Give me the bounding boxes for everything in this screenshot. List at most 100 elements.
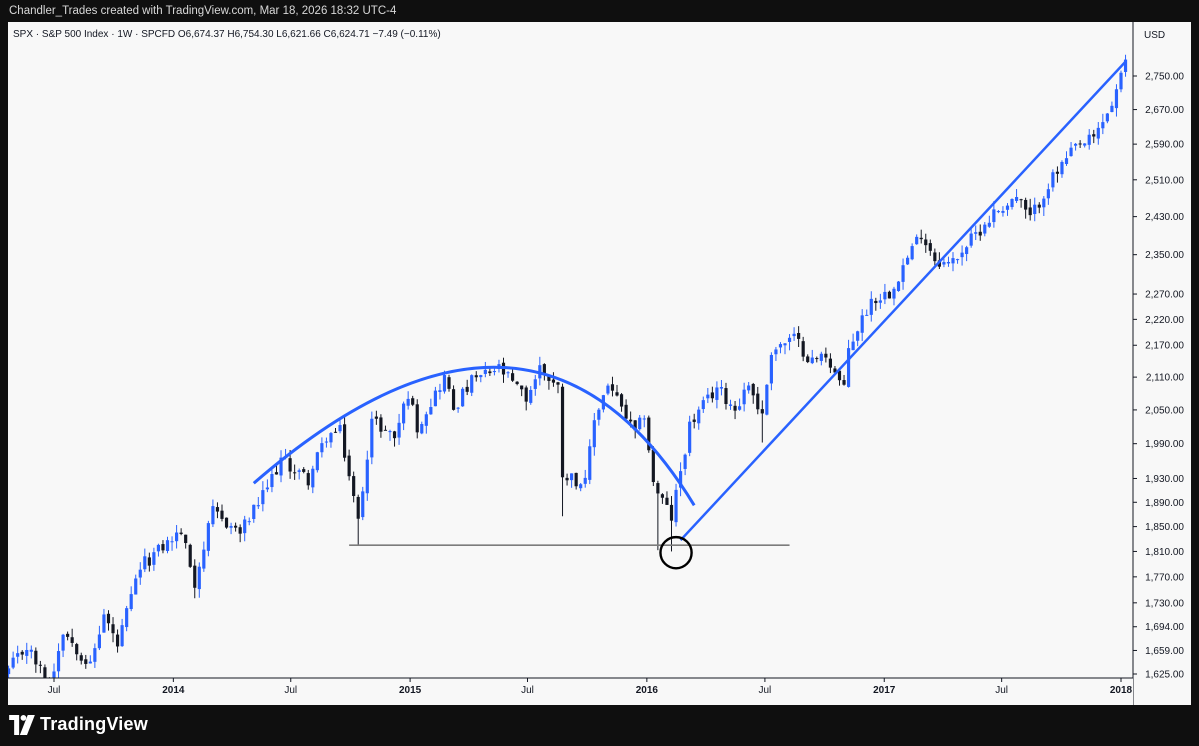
candle-body xyxy=(388,431,392,433)
candlestick-chart[interactable]: 1,625.00 1,659.00 1,694.00 1,730.00 1,770.00… xyxy=(8,22,1191,705)
symbol-info: SPX · S&P 500 Index · 1W · SPCFD O6,674.… xyxy=(13,29,441,40)
candle xyxy=(97,625,101,651)
x-tick-label: 2015 xyxy=(399,685,422,696)
candle xyxy=(983,222,987,237)
candle xyxy=(565,473,569,486)
candle-body xyxy=(869,298,873,315)
candle-body xyxy=(742,389,746,405)
candle-body xyxy=(379,417,383,432)
candle-body xyxy=(633,420,637,431)
candle xyxy=(38,660,42,674)
candle-body xyxy=(547,375,551,381)
candle-body xyxy=(769,354,773,384)
candle-body xyxy=(928,243,932,251)
x-tick-label: 2014 xyxy=(162,685,185,696)
candle-body xyxy=(747,385,751,391)
candle xyxy=(688,415,692,457)
candle xyxy=(669,496,674,552)
candle-body xyxy=(692,419,696,422)
candle xyxy=(1105,113,1109,124)
candle xyxy=(147,552,151,572)
candle xyxy=(819,351,823,366)
candle xyxy=(878,293,882,309)
candle xyxy=(261,481,265,512)
candle-body xyxy=(915,236,919,245)
candle xyxy=(415,399,419,439)
candle-body xyxy=(156,544,161,552)
candle-body xyxy=(488,371,492,374)
candle xyxy=(769,352,773,391)
candle-body xyxy=(887,291,892,299)
candle-body xyxy=(1014,197,1019,201)
candle-body xyxy=(874,300,878,304)
candle xyxy=(697,406,701,430)
candle xyxy=(887,290,892,299)
candle-body xyxy=(656,483,660,494)
candle xyxy=(420,421,424,435)
candle xyxy=(910,243,914,261)
candle xyxy=(234,522,238,532)
candle-body xyxy=(66,633,70,637)
candle xyxy=(229,522,233,535)
candle xyxy=(75,642,79,661)
candle xyxy=(247,517,251,526)
candle-body xyxy=(16,653,20,657)
candle-body xyxy=(955,259,960,261)
candle-body xyxy=(193,565,197,588)
candle-body xyxy=(733,405,737,411)
candle-body xyxy=(420,424,424,434)
candle xyxy=(1060,160,1064,178)
candle xyxy=(542,363,546,381)
candle xyxy=(638,414,642,431)
candle xyxy=(951,252,955,272)
candle xyxy=(874,297,878,311)
candle-body xyxy=(70,637,74,643)
candle xyxy=(274,465,279,475)
y-tick-label: 2,670.00 xyxy=(1145,105,1184,116)
candle-body xyxy=(479,375,483,378)
candle-body xyxy=(669,504,674,521)
candle xyxy=(56,643,61,678)
candle-body xyxy=(274,472,279,475)
candle-body xyxy=(29,649,33,652)
candle xyxy=(728,399,733,410)
candle xyxy=(483,361,487,378)
candle-body xyxy=(878,300,882,303)
brand-name: TradingView xyxy=(40,714,148,734)
candle xyxy=(965,245,969,262)
candle xyxy=(433,386,437,407)
candle-body xyxy=(184,534,188,544)
candle-body xyxy=(810,357,814,364)
drawing-layer xyxy=(252,60,1127,570)
candle xyxy=(383,425,388,431)
candle-body xyxy=(320,443,324,453)
currency-label[interactable]: USD xyxy=(1144,30,1165,41)
candle xyxy=(1101,113,1105,135)
chart-pane[interactable]: 1,625.00 1,659.00 1,694.00 1,730.00 1,770.00… xyxy=(8,22,1191,705)
candle-body xyxy=(969,233,973,246)
candle-body xyxy=(206,523,210,551)
candle-body xyxy=(461,388,465,407)
candle-body xyxy=(120,625,124,647)
candle xyxy=(678,462,683,497)
candle-series xyxy=(8,54,1128,696)
y-tick-label: 1,730.00 xyxy=(1145,598,1184,609)
candle-body xyxy=(801,341,805,357)
candle xyxy=(1110,101,1114,113)
candle xyxy=(987,215,991,228)
candle xyxy=(84,654,88,669)
candle-body xyxy=(1046,189,1050,199)
candle-body xyxy=(1087,134,1091,145)
time-scale[interactable] xyxy=(8,678,1133,705)
candle xyxy=(256,497,260,509)
candle-body xyxy=(229,526,233,528)
candle xyxy=(651,446,655,487)
candle xyxy=(1037,202,1041,214)
candle-body xyxy=(197,566,201,590)
candle xyxy=(88,655,92,664)
candle xyxy=(1064,151,1069,166)
candle-body xyxy=(910,246,914,260)
candle-body xyxy=(288,458,292,472)
candle xyxy=(579,482,583,492)
price-scale[interactable] xyxy=(1133,22,1191,705)
